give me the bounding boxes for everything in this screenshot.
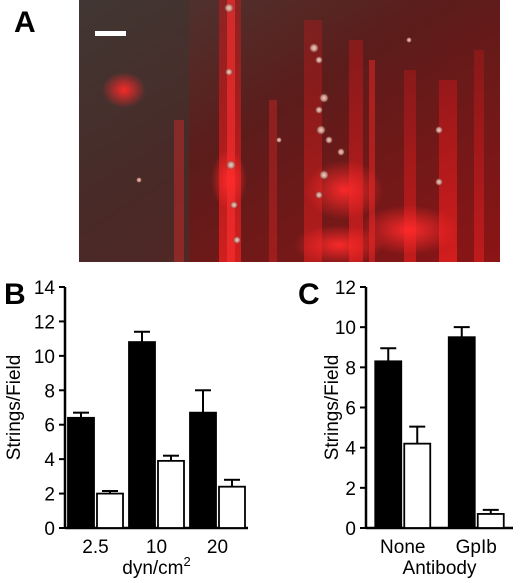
x-tick-label: 10 xyxy=(146,537,167,558)
bar xyxy=(447,336,476,529)
bar xyxy=(157,459,185,529)
x-tick-label: GpIb xyxy=(456,537,497,558)
bar xyxy=(128,341,156,529)
x-tick-label: None xyxy=(380,537,425,558)
y-axis-label: Strings/Field xyxy=(4,355,25,461)
chart-c: 0 2 4 6 8 10 12 None GpIb Strings/Field Antibody xyxy=(322,278,513,579)
bar xyxy=(218,485,246,529)
panel-a-label: A xyxy=(14,6,36,39)
panel-b-label: B xyxy=(4,278,26,311)
x-tick-label: 20 xyxy=(207,537,228,558)
y-tick-label: 6 xyxy=(44,416,55,437)
y-tick-label: 4 xyxy=(44,450,55,471)
bar xyxy=(403,442,432,529)
y-tick-label: 6 xyxy=(345,399,356,420)
y-tick-label: 0 xyxy=(345,519,356,540)
y-tick-label: 8 xyxy=(44,381,55,402)
x-tick-label: 2.5 xyxy=(82,537,108,558)
x-axis-label: dyn/cm2 xyxy=(122,554,190,579)
y-tick-label: 8 xyxy=(345,358,356,379)
y-tick-label: 4 xyxy=(345,439,356,460)
y-tick-label: 10 xyxy=(335,318,356,339)
bar xyxy=(189,411,217,529)
x-axis-label: Antibody xyxy=(403,558,477,579)
y-tick-label: 10 xyxy=(34,347,55,368)
bar xyxy=(476,513,505,529)
y-tick-label: 2 xyxy=(44,485,55,506)
micrograph-image xyxy=(79,0,500,262)
y-tick-label: 2 xyxy=(345,479,356,500)
y-tick-label: 12 xyxy=(335,278,356,299)
x-axis-label-text: Antibody xyxy=(403,558,477,579)
fluorescence-micrograph xyxy=(79,0,500,262)
scale-bar xyxy=(95,31,126,36)
y-tick-label: 0 xyxy=(44,519,55,540)
y-tick-label: 14 xyxy=(34,278,56,299)
x-axis-label-text: dyn/cm xyxy=(122,558,183,579)
bar xyxy=(67,416,95,529)
x-axis-label-superscript: 2 xyxy=(184,554,191,569)
panel-c-label: C xyxy=(298,278,320,311)
bar xyxy=(96,492,124,529)
y-axis-label: Strings/Field xyxy=(322,355,343,461)
bar xyxy=(374,360,403,529)
y-tick-label: 12 xyxy=(34,312,55,333)
